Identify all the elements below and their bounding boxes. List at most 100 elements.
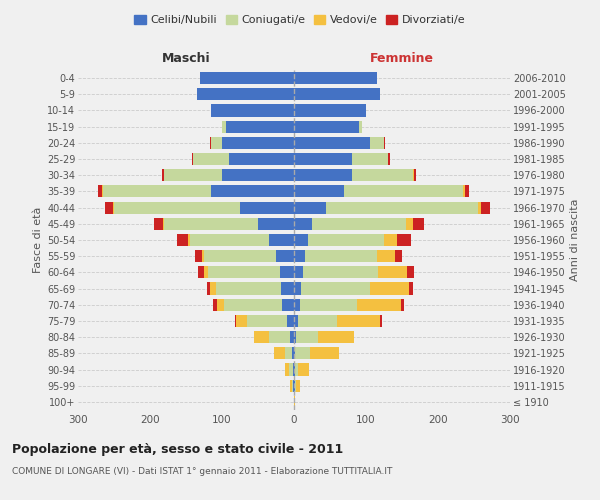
Bar bbox=[204, 250, 276, 262]
Bar bbox=[292, 380, 293, 392]
Bar bbox=[192, 153, 193, 165]
Bar bbox=[98, 186, 102, 198]
Bar bbox=[380, 315, 382, 327]
Bar bbox=[190, 234, 269, 246]
Bar bbox=[294, 234, 308, 246]
Text: Popolazione per età, sesso e stato civile - 2011: Popolazione per età, sesso e stato civil… bbox=[12, 442, 343, 456]
Bar bbox=[300, 298, 358, 311]
Bar bbox=[276, 250, 294, 262]
Bar bbox=[326, 202, 478, 213]
Bar bbox=[378, 266, 407, 278]
Bar bbox=[293, 380, 294, 392]
Bar bbox=[216, 282, 281, 294]
Bar bbox=[287, 315, 294, 327]
Bar bbox=[163, 218, 164, 230]
Bar bbox=[207, 282, 211, 294]
Bar bbox=[222, 169, 294, 181]
Bar bbox=[294, 266, 302, 278]
Bar bbox=[294, 137, 370, 149]
Bar bbox=[401, 298, 404, 311]
Bar bbox=[289, 364, 293, 376]
Bar bbox=[188, 234, 190, 246]
Bar bbox=[294, 186, 344, 198]
Bar bbox=[211, 282, 216, 294]
Bar bbox=[296, 380, 300, 392]
Bar bbox=[281, 282, 294, 294]
Bar bbox=[284, 348, 292, 360]
Bar bbox=[384, 234, 397, 246]
Y-axis label: Fasce di età: Fasce di età bbox=[32, 207, 43, 273]
Bar bbox=[282, 298, 294, 311]
Bar bbox=[308, 234, 384, 246]
Bar bbox=[478, 202, 481, 213]
Bar bbox=[298, 315, 337, 327]
Bar bbox=[236, 315, 247, 327]
Bar bbox=[294, 250, 305, 262]
Bar bbox=[224, 298, 282, 311]
Bar bbox=[388, 153, 390, 165]
Bar bbox=[164, 169, 222, 181]
Text: COMUNE DI LONGARE (VI) - Dati ISTAT 1° gennaio 2011 - Elaborazione TUTTITALIA.IT: COMUNE DI LONGARE (VI) - Dati ISTAT 1° g… bbox=[12, 468, 392, 476]
Bar bbox=[154, 218, 163, 230]
Bar bbox=[294, 88, 380, 101]
Bar bbox=[229, 153, 294, 165]
Bar bbox=[344, 186, 463, 198]
Bar bbox=[294, 331, 296, 343]
Bar bbox=[164, 218, 258, 230]
Bar bbox=[103, 186, 211, 198]
Bar bbox=[294, 169, 352, 181]
Bar bbox=[352, 153, 388, 165]
Text: Maschi: Maschi bbox=[161, 52, 211, 65]
Bar bbox=[414, 169, 416, 181]
Bar bbox=[409, 282, 413, 294]
Bar bbox=[113, 202, 114, 213]
Bar bbox=[337, 315, 380, 327]
Bar bbox=[406, 218, 413, 230]
Bar bbox=[247, 315, 287, 327]
Bar bbox=[280, 266, 294, 278]
Bar bbox=[194, 250, 202, 262]
Bar bbox=[294, 364, 295, 376]
Bar bbox=[370, 137, 384, 149]
Bar bbox=[407, 266, 414, 278]
Bar bbox=[286, 364, 289, 376]
Bar bbox=[214, 298, 217, 311]
Bar bbox=[208, 266, 280, 278]
Bar bbox=[292, 348, 294, 360]
Bar bbox=[222, 120, 226, 132]
Bar bbox=[294, 282, 301, 294]
Bar bbox=[463, 186, 466, 198]
Bar bbox=[114, 202, 240, 213]
Bar bbox=[294, 120, 359, 132]
Bar bbox=[290, 331, 294, 343]
Bar bbox=[294, 298, 300, 311]
Bar bbox=[198, 266, 204, 278]
Bar bbox=[294, 396, 295, 408]
Bar bbox=[395, 250, 402, 262]
Bar bbox=[384, 137, 385, 149]
Bar bbox=[397, 234, 412, 246]
Bar bbox=[466, 186, 469, 198]
Bar bbox=[293, 364, 294, 376]
Bar bbox=[294, 104, 366, 117]
Bar bbox=[294, 153, 352, 165]
Y-axis label: Anni di nascita: Anni di nascita bbox=[570, 198, 580, 281]
Bar bbox=[296, 331, 318, 343]
Bar bbox=[106, 202, 113, 213]
Bar bbox=[354, 331, 355, 343]
Bar bbox=[200, 72, 294, 84]
Bar bbox=[269, 331, 290, 343]
Bar bbox=[294, 315, 298, 327]
Bar bbox=[102, 186, 103, 198]
Bar bbox=[254, 331, 269, 343]
Bar bbox=[211, 186, 294, 198]
Bar bbox=[310, 348, 338, 360]
Bar bbox=[413, 169, 414, 181]
Bar bbox=[413, 218, 424, 230]
Bar bbox=[312, 218, 406, 230]
Bar bbox=[481, 202, 490, 213]
Bar bbox=[258, 218, 294, 230]
Bar bbox=[305, 250, 377, 262]
Bar bbox=[162, 169, 164, 181]
Bar bbox=[240, 202, 294, 213]
